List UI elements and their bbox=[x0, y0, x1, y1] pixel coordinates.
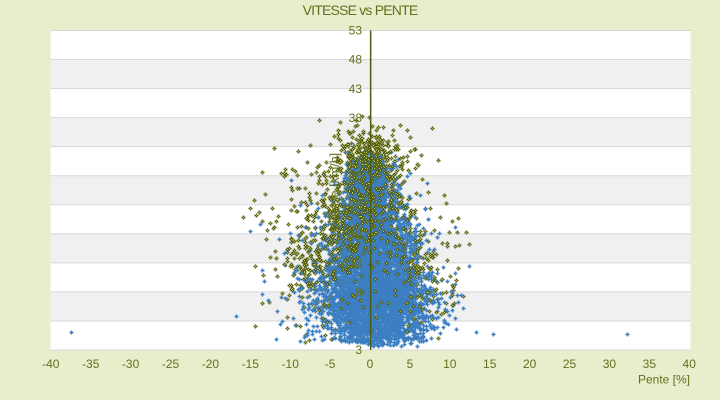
svg-text:35: 35 bbox=[643, 357, 657, 371]
svg-text:48: 48 bbox=[349, 53, 363, 67]
svg-text:33: 33 bbox=[349, 140, 363, 154]
svg-text:-15: -15 bbox=[242, 357, 260, 371]
svg-text:Pente [%]: Pente [%] bbox=[638, 373, 690, 387]
svg-text:15: 15 bbox=[483, 357, 497, 371]
svg-text:28: 28 bbox=[349, 169, 363, 183]
svg-text:VITESSE vs PENTE: VITESSE vs PENTE bbox=[303, 2, 418, 18]
svg-text:25: 25 bbox=[563, 357, 577, 371]
svg-text:38: 38 bbox=[349, 111, 363, 125]
svg-text:-25: -25 bbox=[162, 357, 180, 371]
svg-text:-10: -10 bbox=[282, 357, 300, 371]
svg-text:Vitesse [km/h]: Vitesse [km/h] bbox=[328, 153, 342, 231]
svg-text:-30: -30 bbox=[122, 357, 140, 371]
svg-text:10: 10 bbox=[443, 357, 457, 371]
svg-text:40: 40 bbox=[683, 357, 697, 371]
svg-text:-35: -35 bbox=[82, 357, 100, 371]
svg-text:13: 13 bbox=[349, 256, 363, 270]
svg-text:43: 43 bbox=[349, 82, 363, 96]
svg-text:-5: -5 bbox=[325, 357, 336, 371]
svg-text:8: 8 bbox=[355, 285, 362, 299]
svg-text:0: 0 bbox=[367, 357, 374, 371]
svg-text:18: 18 bbox=[349, 227, 363, 241]
svg-text:23: 23 bbox=[349, 198, 363, 212]
svg-text:20: 20 bbox=[523, 357, 537, 371]
svg-text:-40: -40 bbox=[42, 357, 60, 371]
svg-text:3: 3 bbox=[355, 343, 362, 357]
svg-text:53: 53 bbox=[349, 24, 363, 38]
svg-text:-20: -20 bbox=[202, 357, 220, 371]
svg-text:5: 5 bbox=[407, 357, 414, 371]
svg-text:30: 30 bbox=[603, 357, 617, 371]
